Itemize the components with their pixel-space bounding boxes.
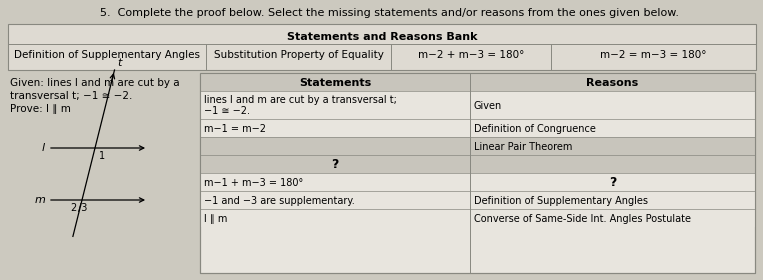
Bar (8, 24, 756, 70)
Text: Substitution Property of Equality: Substitution Property of Equality (214, 50, 384, 60)
Text: m−1 = m−2: m−1 = m−2 (204, 124, 266, 134)
Text: transversal t; −1 ≅ −2.: transversal t; −1 ≅ −2. (10, 91, 132, 101)
Text: m: m (34, 195, 45, 205)
Text: Prove: l ∥ m: Prove: l ∥ m (10, 104, 71, 114)
Text: Definition of Supplementary Angles: Definition of Supplementary Angles (474, 196, 648, 206)
Text: t: t (118, 58, 122, 68)
Text: 5.  Complete the proof below. Select the missing statements and/or reasons from : 5. Complete the proof below. Select the … (101, 8, 680, 18)
Bar (200, 137, 755, 155)
Text: Definition of Congruence: Definition of Congruence (474, 124, 596, 134)
Bar (200, 173, 755, 191)
Text: −1 and −3 are supplementary.: −1 and −3 are supplementary. (204, 196, 355, 206)
Text: m−1 + m−3 = 180°: m−1 + m−3 = 180° (204, 178, 303, 188)
Bar (200, 191, 755, 209)
Text: Converse of Same-Side Int. Angles Postulate: Converse of Same-Side Int. Angles Postul… (474, 214, 691, 224)
Bar (200, 91, 755, 119)
Text: ?: ? (609, 176, 617, 190)
Bar (200, 73, 755, 91)
Text: Statements and Reasons Bank: Statements and Reasons Bank (287, 32, 477, 42)
Bar (200, 155, 755, 173)
Text: 1: 1 (99, 151, 105, 161)
Text: m−2 + m−3 = 180°: m−2 + m−3 = 180° (418, 50, 524, 60)
Text: −1 ≅ −2.: −1 ≅ −2. (204, 106, 250, 116)
Text: l: l (42, 143, 45, 153)
Bar (200, 73, 755, 273)
Text: /3: /3 (78, 203, 88, 213)
Text: l ∥ m: l ∥ m (204, 214, 227, 224)
Text: Definition of Supplementary Angles: Definition of Supplementary Angles (14, 50, 200, 60)
Bar (200, 209, 755, 227)
Text: m−2 = m−3 = 180°: m−2 = m−3 = 180° (600, 50, 707, 60)
Text: lines l and m are cut by a transversal t;: lines l and m are cut by a transversal t… (204, 95, 397, 105)
Text: Linear Pair Theorem: Linear Pair Theorem (474, 142, 572, 152)
Text: ?: ? (331, 158, 339, 171)
Text: 2: 2 (70, 203, 76, 213)
Bar (200, 73, 755, 273)
Text: Statements: Statements (299, 78, 371, 88)
Text: Reasons: Reasons (587, 78, 639, 88)
Bar (200, 119, 755, 137)
Text: Given: lines l and m are cut by a: Given: lines l and m are cut by a (10, 78, 179, 88)
Text: Given: Given (474, 101, 502, 111)
